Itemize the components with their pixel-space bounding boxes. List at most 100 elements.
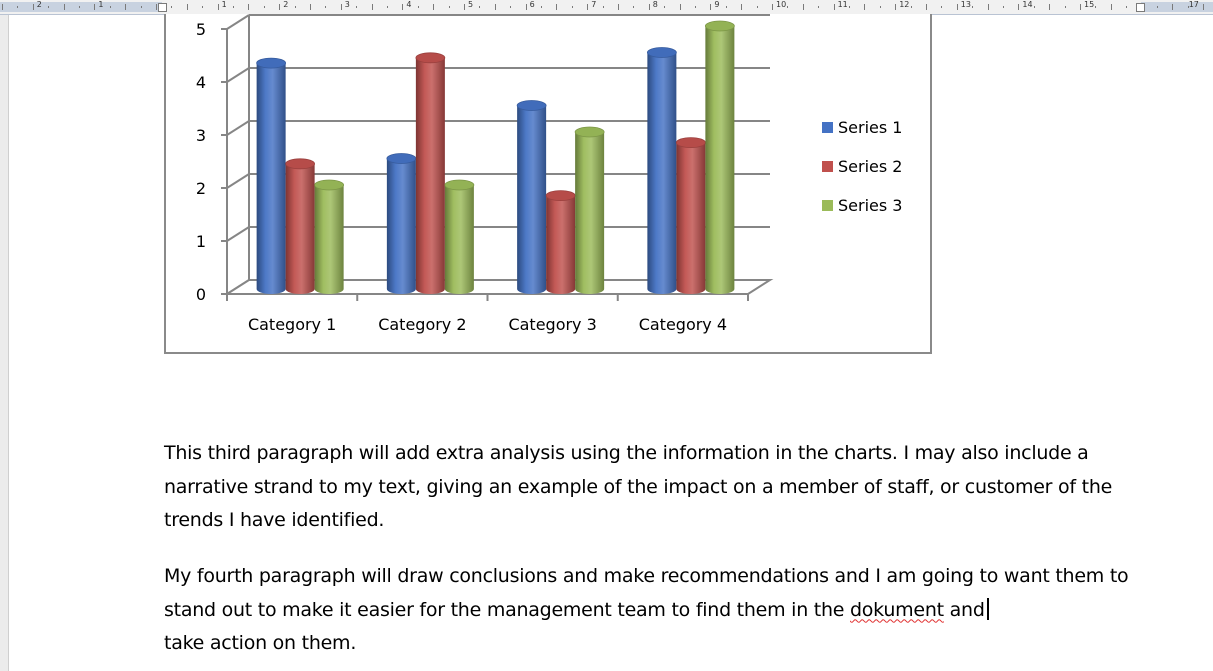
ruler-number: 8	[652, 0, 658, 9]
ruler-tick	[263, 6, 265, 8]
ruler-tick	[171, 6, 173, 8]
gridline-depth	[226, 120, 250, 136]
ruler-tick	[879, 6, 881, 8]
legend-label: Series 3	[838, 196, 902, 215]
ruler-tick	[417, 6, 419, 8]
horizontal-ruler[interactable]: 2 1 1 2 3 4 5 6 7 8 9 10 11 12 13 14 15 17	[0, 0, 1213, 15]
ruler-tick	[371, 4, 373, 10]
ruler-tick	[79, 6, 80, 8]
ruler-tick	[156, 4, 157, 10]
ruler-tick	[525, 4, 527, 10]
chart-legend: Series 1 Series 2 Series 3	[822, 118, 902, 215]
ruler-tick	[32, 4, 34, 10]
ruler-tick	[1064, 6, 1066, 8]
ruler-tick	[648, 4, 650, 10]
bar-top	[285, 158, 316, 170]
ruler-tick	[94, 4, 96, 10]
ruler-tick	[109, 6, 111, 8]
ruler-tick	[125, 4, 127, 10]
bar-top	[704, 20, 735, 32]
ruler-tick	[1172, 4, 1174, 10]
ruler-number: 1	[221, 0, 227, 9]
ruler-tick	[571, 6, 573, 8]
ruler-number: 2	[36, 0, 42, 9]
ruler-number: 12	[899, 0, 910, 9]
ruler-tick	[1126, 6, 1128, 8]
bar-top	[646, 47, 677, 58]
ruler-tick	[725, 6, 727, 8]
bar-top	[256, 57, 287, 69]
misspelled-word[interactable]: dokument	[850, 598, 944, 621]
bar-series-1-body	[256, 63, 286, 294]
ruler-tick	[48, 6, 50, 8]
ruler-tick	[448, 6, 450, 8]
ruler-tick	[63, 4, 65, 10]
x-tick-label: Category 1	[248, 315, 336, 334]
bar-series-2-body	[546, 195, 576, 294]
ruler-tick	[248, 4, 250, 10]
ruler-tick	[756, 6, 758, 8]
bar-top	[675, 137, 706, 149]
ruler-number: 7	[591, 0, 597, 9]
bar-series-3-body	[314, 185, 344, 294]
bar-series-2-body	[676, 142, 706, 294]
ruler-tick	[802, 4, 804, 10]
gridline-depth	[226, 173, 250, 189]
ruler-number: 1	[98, 0, 104, 9]
ruler-tick	[1203, 4, 1205, 10]
bar-series-2-body	[415, 57, 445, 294]
ruler-tick	[1033, 6, 1035, 8]
ruler-tick	[956, 4, 958, 10]
bar-top	[386, 153, 417, 164]
ruler-tick	[217, 4, 219, 10]
paragraph-3[interactable]: This third paragraph will add extra anal…	[164, 437, 1139, 538]
ruler-tick	[17, 6, 19, 8]
legend-swatch	[822, 200, 833, 211]
ruler-tick	[1080, 4, 1081, 10]
left-indent-marker[interactable]	[158, 3, 167, 12]
text-cursor	[986, 597, 989, 620]
bar-top	[574, 126, 605, 138]
bar-top	[545, 190, 576, 202]
ruler-tick	[633, 6, 635, 8]
ruler-tick	[679, 4, 681, 10]
legend-swatch	[822, 161, 833, 172]
ruler-tick	[1095, 6, 1097, 8]
ruler-tick	[556, 4, 558, 10]
ruler-tick	[387, 6, 388, 8]
vertical-ruler[interactable]	[0, 15, 9, 671]
ruler-tick	[941, 6, 943, 8]
x-tick-label: Category 4	[639, 315, 727, 334]
y-tick-label: 0	[196, 285, 206, 304]
ruler-number: 15	[1084, 0, 1095, 9]
legend-swatch	[822, 122, 833, 133]
legend-label: Series 2	[838, 157, 902, 176]
ruler-tick	[602, 6, 604, 8]
bar-top	[415, 52, 446, 64]
chart-floor	[223, 279, 774, 295]
gridline-depth	[226, 226, 250, 242]
bar-chart: 0 1 2 3 4 5 Category 1 Category 2 Category 3 Cate…	[196, 14, 902, 334]
ruler-tick	[233, 6, 234, 8]
y-tick-label: 3	[196, 126, 206, 145]
ruler-tick	[186, 4, 188, 10]
ruler-tick	[464, 4, 465, 10]
ruler-tick	[587, 4, 589, 10]
bar-series-1-body	[647, 52, 677, 294]
ruler-number: 4	[406, 0, 412, 9]
chart-labels: 0 1 2 3 4 5 Category 1 Category 2 Category 3 Cate…	[196, 20, 727, 334]
ruler-tick	[1157, 6, 1158, 8]
x-tick-label: Category 2	[378, 315, 466, 334]
ruler-tick	[926, 4, 927, 10]
ruler-tick	[202, 6, 204, 8]
ruler-tick	[833, 4, 835, 10]
paragraph-4[interactable]: My fourth paragraph will draw conclusion…	[164, 560, 1139, 661]
ruler-tick	[1110, 4, 1112, 10]
right-indent-marker[interactable]	[1136, 3, 1145, 12]
ruler-tick	[741, 4, 743, 10]
embedded-chart[interactable]: 0 1 2 3 4 5 Category 1 Category 2 Category 3 Cate…	[164, 14, 932, 354]
ruler-tick	[972, 6, 974, 8]
ruler-tick	[294, 6, 296, 8]
ruler-tick	[864, 4, 866, 10]
ruler-tick	[494, 4, 496, 10]
